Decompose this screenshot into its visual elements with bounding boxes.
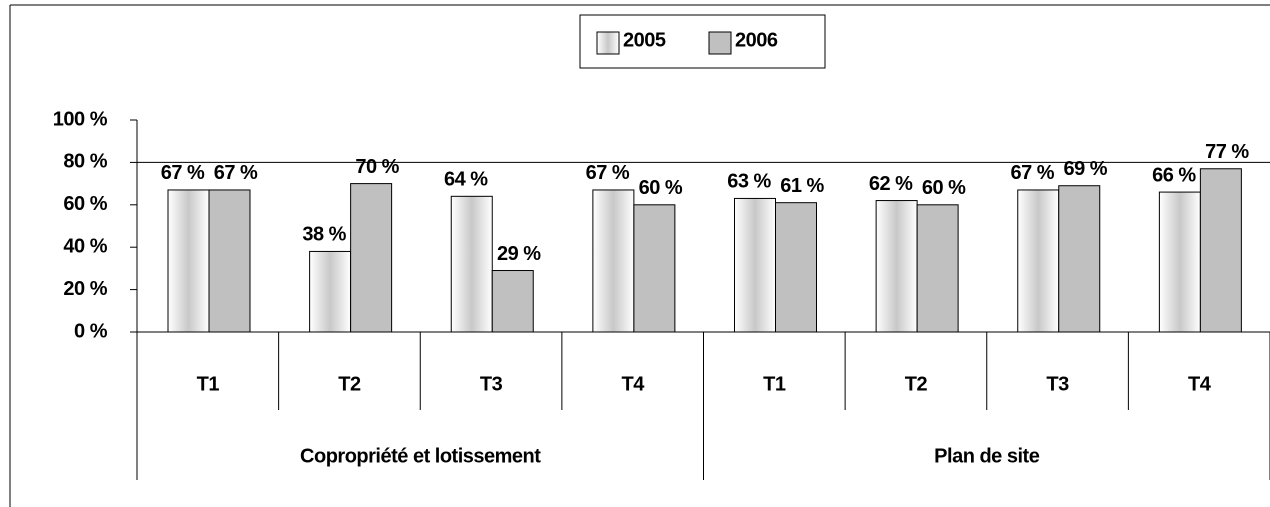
value-label: 61 %: [780, 175, 824, 197]
bar: [592, 189, 635, 333]
x-tick-label: T2: [905, 373, 928, 395]
value-label: 64 %: [444, 169, 488, 191]
bar: [208, 189, 251, 333]
group-label: Plan de site: [934, 445, 1040, 467]
x-tick-label: T4: [1188, 373, 1212, 395]
x-tick-label: T3: [1046, 373, 1069, 395]
y-tick-label: 60 %: [63, 193, 107, 215]
y-tick-label: 100 %: [53, 108, 108, 130]
y-tick-label: 40 %: [63, 235, 107, 257]
x-tick-label: T1: [197, 373, 220, 395]
y-tick-label: 80 %: [63, 151, 107, 173]
value-label: 67 %: [1010, 162, 1054, 184]
value-label: 66 %: [1152, 164, 1196, 186]
x-tick-label: T3: [480, 373, 503, 395]
bar: [350, 183, 393, 333]
bar: [1199, 168, 1242, 333]
bar: [1017, 189, 1060, 333]
y-tick-label: 20 %: [63, 278, 107, 300]
bar: [167, 189, 210, 333]
value-label: 69 %: [1063, 158, 1107, 180]
value-label: 70 %: [355, 156, 399, 178]
bar: [916, 204, 959, 333]
bar: [633, 204, 676, 333]
bar: [775, 202, 817, 333]
y-tick-label: 0 %: [74, 320, 108, 342]
bar: [450, 195, 493, 333]
value-label: 60 %: [639, 177, 683, 199]
x-tick-label: T1: [763, 373, 786, 395]
bar: [875, 200, 918, 333]
legend: [579, 14, 826, 69]
group-label: Copropriété et lotissement: [300, 445, 541, 467]
bar: [491, 270, 534, 333]
legend-label: 2006: [735, 29, 778, 51]
legend-label: 2005: [623, 29, 666, 51]
value-label: 67 %: [586, 162, 630, 184]
value-label: 38 %: [302, 224, 346, 246]
value-label: 67 %: [161, 162, 205, 184]
bar: [1058, 185, 1101, 333]
value-label: 63 %: [727, 171, 771, 193]
x-tick-label: T2: [338, 373, 361, 395]
value-label: 29 %: [497, 243, 541, 265]
x-tick-label: T4: [622, 373, 646, 395]
bar: [734, 197, 776, 333]
legend-swatch: [596, 31, 620, 55]
value-label: 62 %: [869, 173, 913, 195]
bar: [309, 250, 352, 333]
value-label: 77 %: [1205, 141, 1249, 163]
bar: [1158, 191, 1201, 333]
value-label: 67 %: [214, 162, 258, 184]
legend-swatch: [708, 31, 732, 55]
value-label: 60 %: [922, 177, 966, 199]
